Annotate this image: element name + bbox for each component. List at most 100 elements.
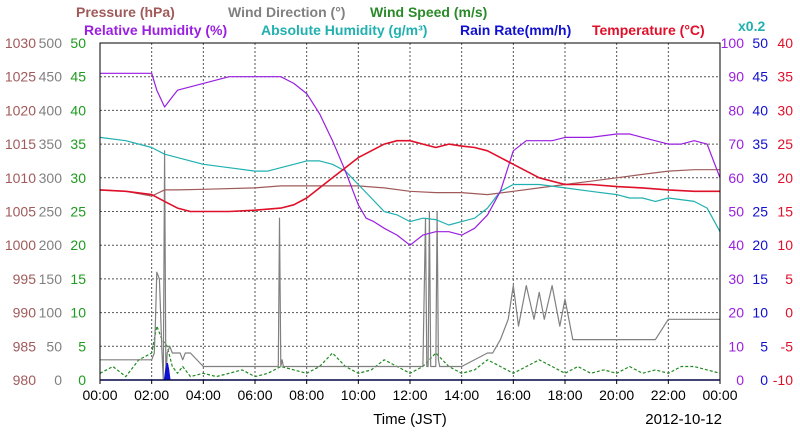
x-tick-label: 14:00 [444,387,479,403]
date-label: 2012-10-12 [645,411,722,428]
right-tick-temp: 5 [785,271,793,287]
title-relative-humidity: Relative Humidity (%) [84,22,227,38]
right-tick-abs-hum: 40 [752,102,768,118]
title-pressure: Pressure (hPa) [76,4,175,20]
title-wind-speed: Wind Speed (m/s) [370,4,487,20]
x-tick-label: 18:00 [547,387,582,403]
x-tick-label: 20:00 [599,387,634,403]
left-tick-pressure: 1010 [5,170,36,186]
right-tick-rel-hum: 20 [728,305,744,321]
left-tick-wind-speed: 25 [70,204,86,220]
right-axes: 1009080706050403020100504540353025201510… [721,35,794,388]
left-tick-wind-dir: 350 [39,136,63,152]
x-tick-label: 06:00 [237,387,272,403]
x-tick-label: 10:00 [341,387,376,403]
right-tick-rel-hum: 50 [728,204,744,220]
right-tick-rel-hum: 30 [728,271,744,287]
left-tick-wind-speed: 20 [70,237,86,253]
left-tick-wind-dir: 200 [39,237,63,253]
left-tick-wind-dir: 500 [39,35,63,51]
series-temperature-c [99,139,720,213]
right-tick-temp: 35 [777,69,793,85]
left-tick-wind-speed: 40 [70,102,86,118]
right-tick-abs-hum: 50 [752,35,768,51]
right-tick-rel-hum: 10 [728,338,744,354]
right-tick-abs-hum: 10 [752,305,768,321]
right-tick-abs-hum: 30 [752,170,768,186]
left-tick-wind-speed: 35 [70,136,86,152]
right-tick-abs-hum: 0 [760,372,768,388]
left-tick-wind-dir: 250 [39,204,63,220]
left-axes: 1030102510201015101010051000995990985980… [5,35,86,388]
right-tick-rel-hum: 60 [728,170,744,186]
x-tick-label: 12:00 [392,387,427,403]
left-tick-wind-speed: 10 [70,305,86,321]
left-tick-wind-dir: 100 [39,305,63,321]
left-tick-pressure: 1015 [5,136,36,152]
left-tick-pressure: 980 [13,372,37,388]
x-tick-label: 04:00 [186,387,221,403]
x-tick-label: 02:00 [134,387,169,403]
right-tick-temp: 25 [777,136,793,152]
left-tick-wind-speed: 5 [78,338,86,354]
right-tick-abs-hum: 20 [752,237,768,253]
left-tick-pressure: 985 [13,338,37,354]
title-rain-rate: Rain Rate(mm/h) [460,22,571,38]
left-tick-wind-speed: 45 [70,69,86,85]
rain-scale-note: x0.2 [738,18,765,34]
right-tick-abs-hum: 5 [760,338,768,354]
series-relative-humidity [100,72,721,246]
title-temperature: Temperature (°C) [592,22,705,38]
left-tick-wind-dir: 50 [46,338,62,354]
right-tick-temp: 30 [777,102,793,118]
left-tick-wind-dir: 400 [39,102,63,118]
right-tick-rel-hum: 100 [721,35,745,51]
left-tick-wind-dir: 0 [54,372,62,388]
series-absolute-humidity-g-m [99,136,721,232]
x-tick-label: 22:00 [651,387,686,403]
left-tick-wind-speed: 15 [70,271,86,287]
right-tick-abs-hum: 15 [752,271,768,287]
right-tick-rel-hum: 40 [728,237,744,253]
right-tick-rel-hum: 90 [728,69,744,85]
series-wind-direction [100,150,720,381]
left-tick-pressure: 1030 [5,35,36,51]
plot-frame [99,42,721,381]
left-tick-pressure: 995 [13,271,37,287]
title-absolute-humidity: Absolute Humidity (g/m³) [261,22,427,38]
right-tick-abs-hum: 35 [752,136,768,152]
left-tick-wind-speed: 0 [78,372,86,388]
left-tick-pressure: 1020 [5,102,36,118]
right-tick-temp: 10 [777,237,793,253]
left-tick-wind-speed: 50 [70,35,86,51]
right-tick-temp: -5 [781,338,794,354]
right-tick-temp: 15 [777,204,793,220]
x-axis-label: Time (JST) [373,411,447,428]
right-tick-rel-hum: 80 [728,102,744,118]
left-tick-pressure: 1000 [5,237,36,253]
x-tick-label: 00:00 [82,387,117,403]
right-tick-temp: 20 [777,170,793,186]
series-pressure-hpa [99,169,720,197]
x-tick-label: 16:00 [496,387,531,403]
right-tick-abs-hum: 45 [752,69,768,85]
right-tick-abs-hum: 25 [752,204,768,220]
left-tick-pressure: 990 [13,305,37,321]
left-tick-pressure: 1005 [5,204,36,220]
series-wind-speed-m-s [99,325,721,378]
x-tick-label: 08:00 [289,387,324,403]
right-tick-temp: -10 [773,372,793,388]
left-tick-wind-dir: 300 [39,170,63,186]
x-tick-label: 00:00 [702,387,737,403]
right-tick-rel-hum: 0 [736,372,744,388]
right-tick-temp: 0 [785,305,793,321]
left-tick-pressure: 1025 [5,69,36,85]
left-tick-wind-speed: 30 [70,170,86,186]
x-axis-ticks: 00:00 02:00 04:00 06:00 08:00 10:00 12:00 14:00… [82,380,738,403]
left-tick-wind-dir: 150 [39,271,63,287]
right-tick-temp: 40 [777,35,793,51]
title-wind-direction: Wind Direction (°) [228,4,345,20]
right-tick-rel-hum: 70 [728,136,744,152]
left-tick-wind-dir: 450 [39,69,63,85]
